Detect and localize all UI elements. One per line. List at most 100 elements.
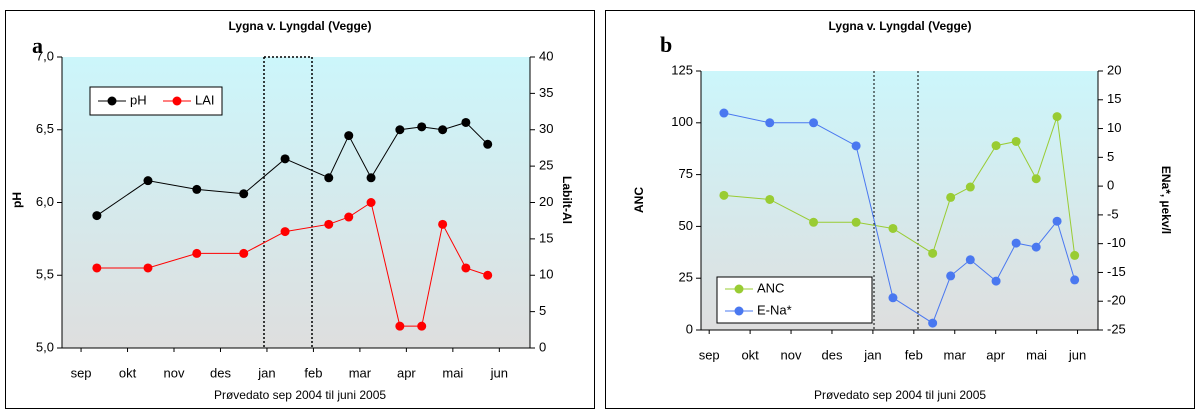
data-point — [395, 125, 405, 135]
y-tick-label: 100 — [671, 114, 693, 129]
data-point — [143, 176, 153, 186]
y-tick-label: 25 — [679, 270, 693, 285]
y2-tick-label: -20 — [1107, 293, 1126, 308]
legend-label: E-Na* — [757, 302, 792, 317]
data-point — [461, 117, 471, 127]
x-tick-label: okt — [119, 365, 137, 380]
data-point — [928, 318, 938, 328]
data-point — [324, 219, 334, 229]
x-tick-label: mai — [1026, 347, 1047, 362]
y2-tick-label: -25 — [1107, 321, 1126, 336]
data-point — [809, 217, 819, 227]
data-point — [928, 248, 938, 258]
data-point — [965, 255, 975, 265]
y2-tick-label: 20 — [1107, 62, 1121, 77]
data-point — [366, 198, 376, 207]
data-point — [1052, 216, 1062, 226]
y2-tick-label: 15 — [539, 230, 553, 245]
y2-tick-label: 20 — [539, 194, 553, 209]
y-axis-title: ANC — [632, 187, 646, 213]
data-point — [809, 118, 819, 128]
y2-tick-label: 10 — [539, 267, 553, 282]
data-point — [280, 227, 290, 237]
data-point — [1052, 112, 1062, 122]
x-axis-title: Prøvedato sep 2004 til juni 2005 — [214, 388, 386, 402]
data-point — [991, 141, 1001, 151]
x-tick-label: sep — [71, 365, 92, 380]
chart-title: Lygna v. Lyngdal (Vegge) — [829, 19, 972, 33]
y-tick-label: 7,0 — [36, 48, 54, 63]
x-tick-label: apr — [397, 365, 416, 380]
data-point — [143, 263, 153, 273]
y2-tick-label: -5 — [1107, 206, 1119, 221]
y2-axis-title: Labilt-Al — [560, 176, 574, 224]
x-tick-label: jun — [1068, 347, 1086, 362]
data-point — [719, 108, 729, 118]
data-point — [344, 131, 354, 141]
chart-title: Lygna v. Lyngdal (Vegge) — [229, 19, 372, 33]
y-tick-label: 125 — [671, 62, 693, 77]
x-tick-label: des — [821, 347, 842, 362]
y2-tick-label: 30 — [539, 121, 553, 136]
data-point — [438, 219, 448, 229]
data-point — [851, 141, 861, 151]
data-point — [239, 248, 249, 258]
y-tick-label: 6,0 — [36, 194, 54, 209]
x-axis-title: Prøvedato sep 2004 til juni 2005 — [814, 388, 986, 402]
x-tick-label: sep — [699, 347, 720, 362]
data-point — [461, 263, 471, 273]
data-point — [239, 189, 249, 199]
legend-label: ANC — [757, 280, 784, 295]
y-tick-label: 5,5 — [36, 267, 54, 282]
panel-label: b — [660, 32, 672, 57]
legend-marker — [172, 96, 182, 106]
data-point — [483, 270, 493, 280]
x-tick-label: feb — [905, 347, 923, 362]
data-point — [92, 211, 102, 221]
x-tick-label: nov — [781, 347, 802, 362]
y2-tick-label: -10 — [1107, 235, 1126, 250]
data-point — [765, 118, 775, 128]
data-point — [192, 248, 202, 258]
y2-tick-label: 0 — [539, 339, 546, 354]
y2-tick-label: 15 — [1107, 91, 1121, 106]
legend-marker — [734, 306, 744, 316]
data-point — [344, 212, 354, 222]
y-tick-label: 50 — [679, 218, 693, 233]
y2-tick-label: 5 — [1107, 149, 1114, 164]
x-tick-label: jan — [863, 347, 881, 362]
x-tick-label: mar — [349, 365, 372, 380]
x-tick-label: des — [210, 365, 231, 380]
data-point — [1031, 242, 1041, 252]
data-point — [888, 293, 898, 303]
x-tick-label: nov — [164, 365, 185, 380]
y2-tick-label: 25 — [539, 158, 553, 173]
y2-tick-label: 10 — [1107, 120, 1121, 135]
data-point — [1070, 275, 1080, 285]
data-point — [1070, 250, 1080, 260]
x-tick-label: jun — [490, 365, 508, 380]
legend-label: pH — [130, 92, 147, 107]
y2-tick-label: 40 — [539, 48, 553, 63]
data-point — [991, 276, 1001, 286]
data-point — [324, 173, 334, 183]
x-tick-label: jan — [257, 365, 275, 380]
legend-box — [716, 276, 873, 324]
y2-tick-label: 5 — [539, 303, 546, 318]
data-point — [417, 321, 427, 331]
panel-label: a — [32, 33, 43, 58]
legend-marker — [734, 284, 744, 294]
x-tick-label: okt — [741, 347, 759, 362]
data-point — [483, 139, 493, 149]
y2-tick-label: -15 — [1107, 264, 1126, 279]
data-point — [438, 125, 448, 135]
data-point — [395, 321, 405, 331]
data-point — [92, 263, 102, 273]
x-tick-label: mai — [442, 365, 463, 380]
data-point — [1011, 238, 1021, 248]
y-tick-label: 5,0 — [36, 339, 54, 354]
data-point — [417, 122, 427, 132]
y2-tick-label: 35 — [539, 85, 553, 100]
data-point — [946, 192, 956, 202]
data-point — [888, 223, 898, 233]
